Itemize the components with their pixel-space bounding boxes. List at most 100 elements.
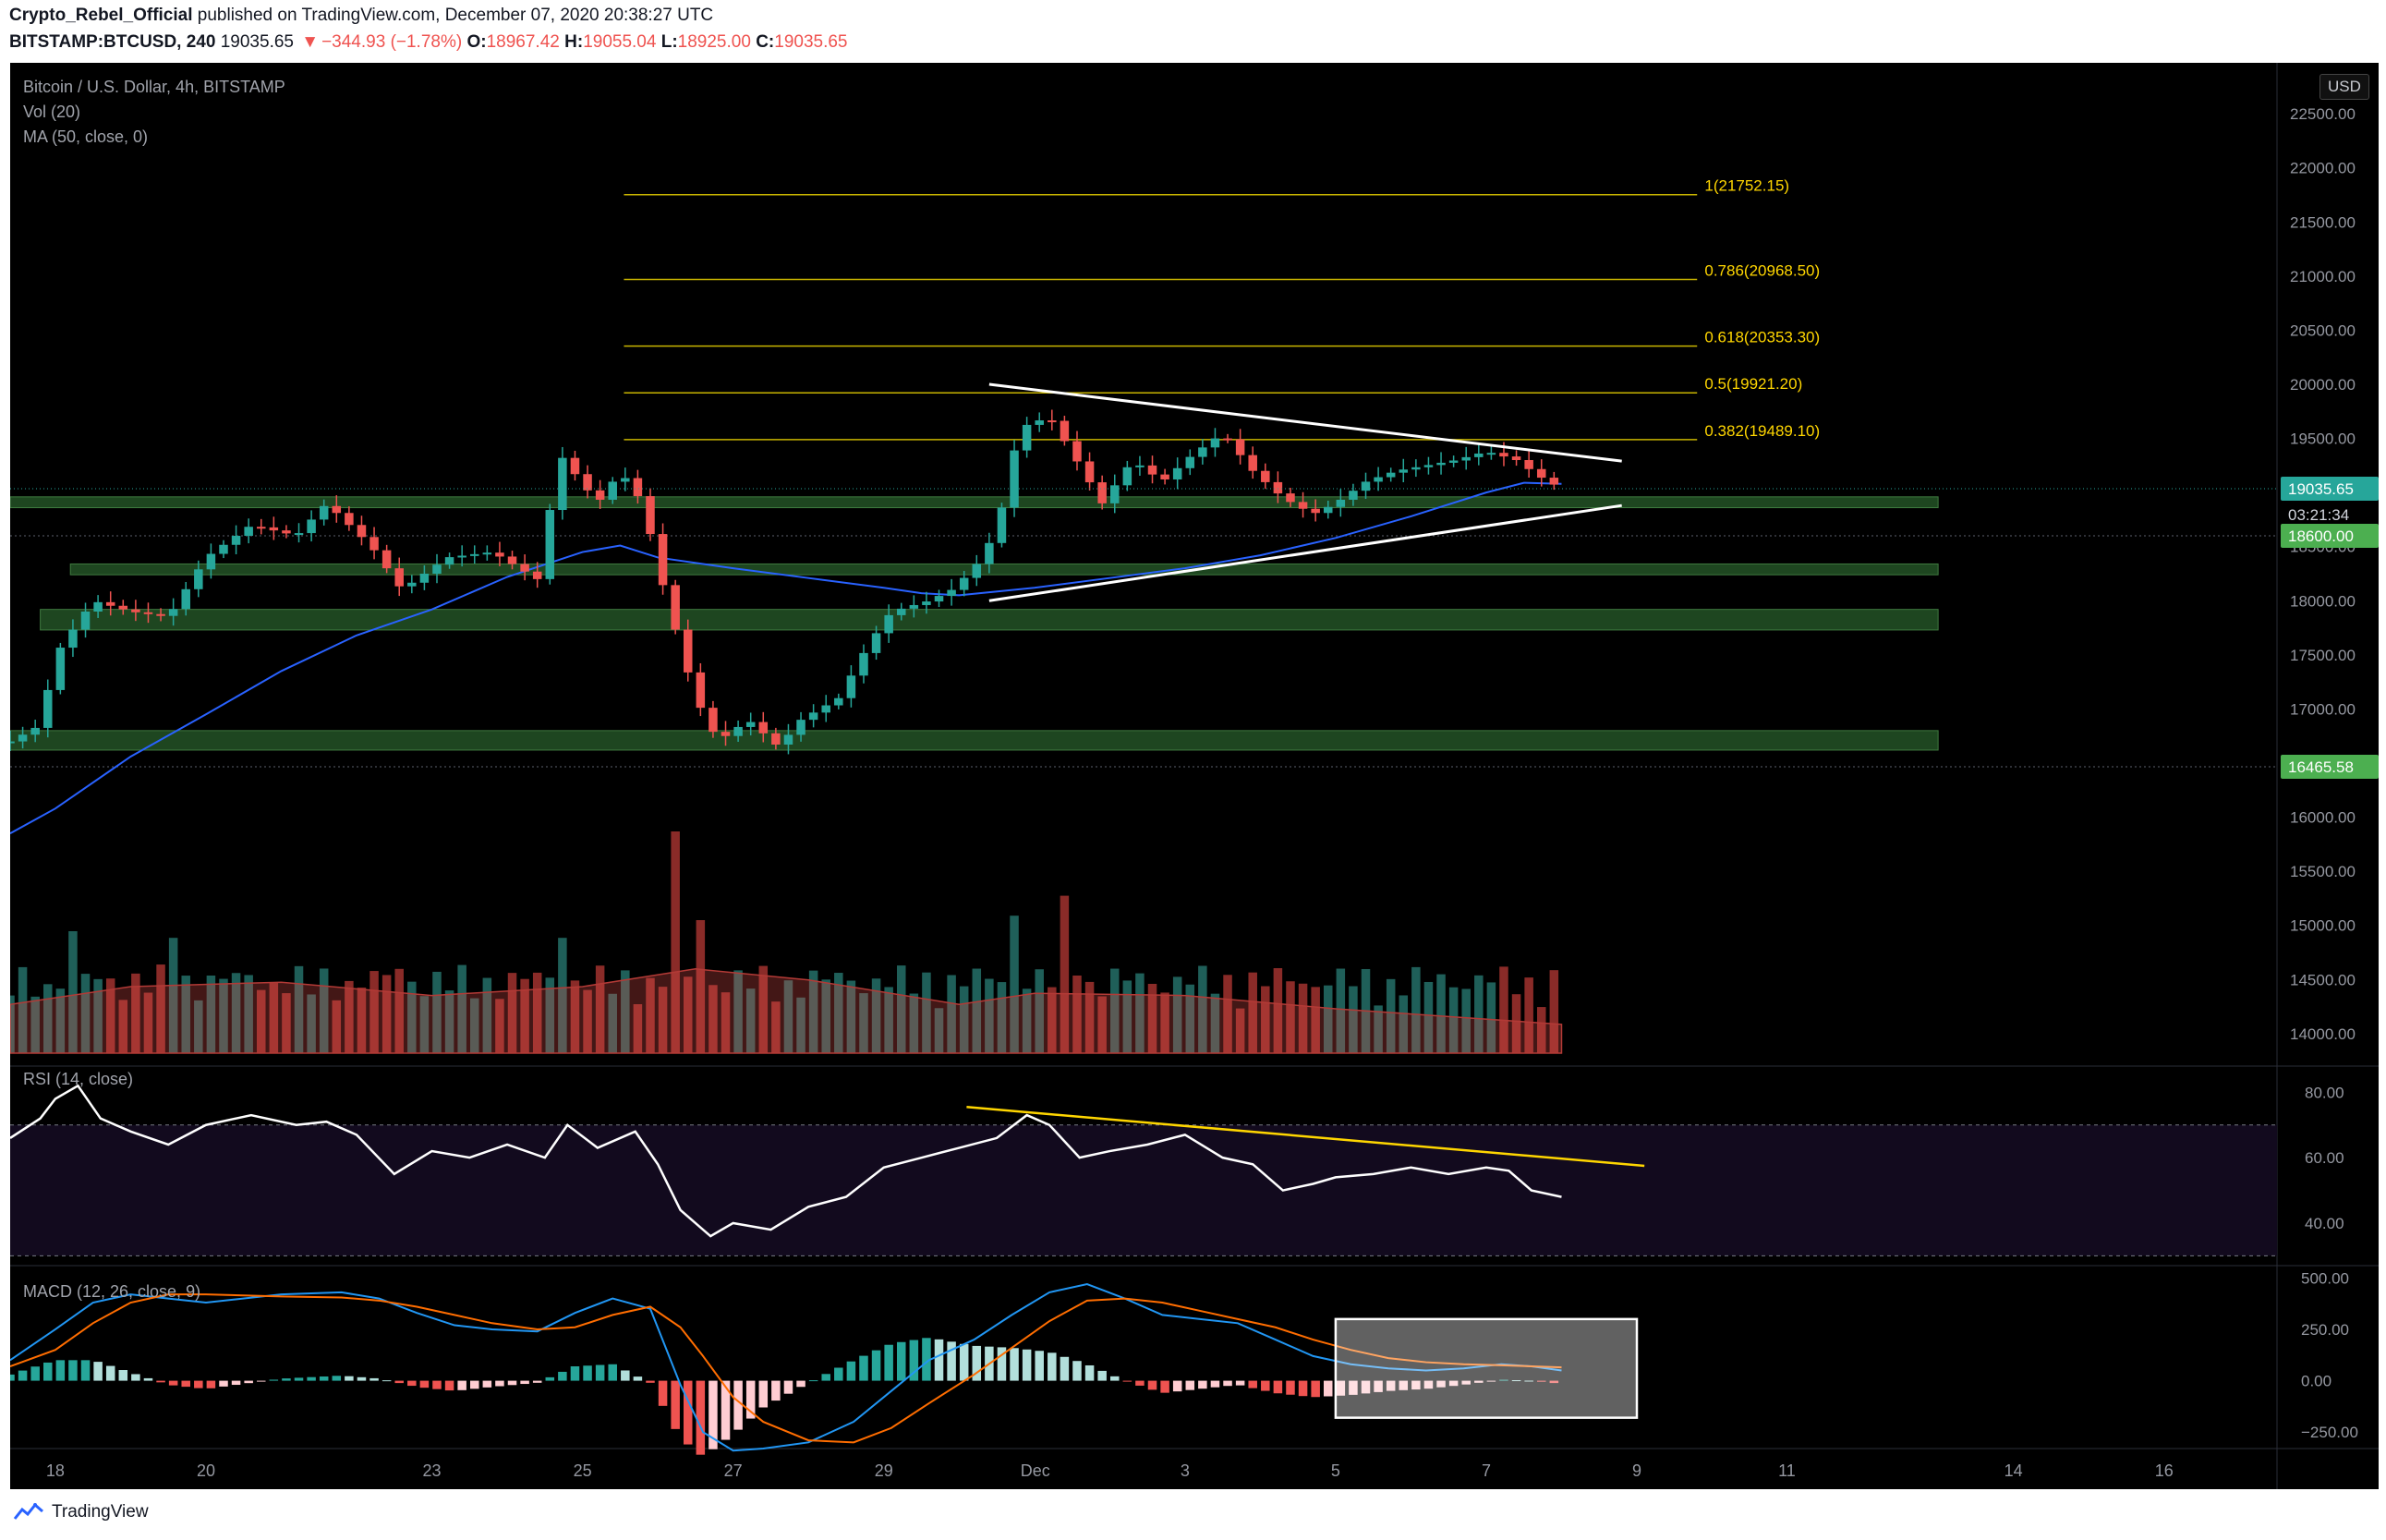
volume-bar bbox=[156, 964, 165, 1053]
level-16465-label: 16465.58 bbox=[2288, 758, 2354, 776]
macd-histogram-bar bbox=[972, 1345, 982, 1381]
volume-bar bbox=[231, 973, 241, 1053]
volume-bar bbox=[18, 966, 28, 1053]
volume-bar bbox=[345, 980, 354, 1053]
rsi-legend[interactable]: RSI (14, close) bbox=[23, 1070, 134, 1088]
candle-body bbox=[846, 675, 856, 698]
volume-bar bbox=[1486, 982, 1496, 1053]
macd-histogram-bar bbox=[621, 1370, 630, 1381]
macd-histogram-bar bbox=[545, 1376, 555, 1381]
candle-body bbox=[1499, 453, 1508, 457]
candle-body bbox=[633, 478, 643, 497]
rsi-tick-label: 80.00 bbox=[2305, 1084, 2344, 1101]
candle-body bbox=[1298, 502, 1308, 509]
volume-bar bbox=[1499, 966, 1508, 1053]
support-zone bbox=[69, 563, 1939, 576]
macd-histogram-bar bbox=[1261, 1380, 1270, 1391]
volume-bar bbox=[482, 977, 492, 1053]
macd-histogram-bar bbox=[507, 1380, 517, 1386]
candle-body bbox=[1235, 439, 1245, 455]
volume-bar bbox=[1436, 974, 1446, 1053]
main-legend[interactable]: Bitcoin / U.S. Dollar, 4h, BITSTAMP bbox=[23, 78, 285, 96]
macd-legend[interactable]: MACD (12, 26, close, 9) bbox=[23, 1282, 201, 1301]
volume-legend[interactable]: Vol (20) bbox=[23, 103, 81, 121]
countdown-label: 03:21:34 bbox=[2288, 506, 2349, 524]
macd-histogram-bar bbox=[1172, 1380, 1182, 1392]
candle-body bbox=[80, 612, 91, 630]
volume-bar bbox=[1524, 977, 1533, 1053]
price-change: −344.93 (−1.78%) bbox=[321, 32, 463, 52]
ma-legend[interactable]: MA (50, close, 0) bbox=[23, 127, 149, 146]
chart-area[interactable]: 22500.00 22000.00 21500.00 21000.00 20500.00… bbox=[10, 63, 2379, 1489]
macd-histogram-bar bbox=[1109, 1376, 1120, 1381]
macd-histogram-bar bbox=[671, 1380, 680, 1429]
macd-histogram-bar bbox=[181, 1380, 190, 1388]
candle-body bbox=[55, 648, 66, 690]
macd-histogram-bar bbox=[658, 1380, 668, 1406]
price-tick-label: 16000.00 bbox=[2290, 809, 2356, 827]
chart-canvas[interactable]: 22500.0022000.0021500.0021000.0020500.00… bbox=[10, 63, 2379, 1489]
price-tick-label: 18000.00 bbox=[2290, 592, 2356, 610]
candle-body bbox=[457, 555, 466, 558]
author-name[interactable]: Crypto_Rebel_Official bbox=[9, 6, 193, 25]
support-zone bbox=[10, 730, 1939, 751]
volume-bar bbox=[432, 971, 442, 1053]
volume-bar bbox=[621, 970, 630, 1053]
trendline bbox=[988, 382, 1622, 463]
candle-body bbox=[558, 457, 567, 511]
price-tick-label: 17000.00 bbox=[2290, 700, 2356, 718]
rsi-tick-label: 60.00 bbox=[2305, 1149, 2344, 1167]
macd-histogram-bar bbox=[1474, 1380, 1484, 1383]
volume-bar bbox=[871, 978, 881, 1053]
volume-bar bbox=[1323, 985, 1333, 1053]
signal-line bbox=[10, 1293, 1562, 1444]
time-tick-label: 16 bbox=[2155, 1461, 2174, 1480]
candle-body bbox=[1135, 465, 1145, 467]
candle-body bbox=[43, 689, 53, 728]
macd-histogram-bar bbox=[859, 1355, 868, 1381]
candle-body bbox=[583, 474, 592, 491]
macd-histogram-bar bbox=[68, 1360, 78, 1381]
volume-bar bbox=[1060, 895, 1070, 1053]
close-label: C: bbox=[756, 32, 775, 52]
volume-bar bbox=[143, 992, 153, 1053]
macd-highlight-box bbox=[1334, 1317, 1639, 1419]
volume-bar bbox=[1336, 968, 1346, 1053]
macd-histogram-bar bbox=[896, 1341, 906, 1381]
macd-histogram-bar bbox=[282, 1378, 291, 1381]
candle-body bbox=[1336, 499, 1346, 507]
volume-bar bbox=[357, 987, 367, 1053]
time-tick-label: 20 bbox=[197, 1461, 215, 1480]
symbol-label[interactable]: BITSTAMP:BTCUSD, 240 bbox=[9, 32, 216, 52]
macd-histogram-bar bbox=[43, 1362, 53, 1381]
volume-bar bbox=[1109, 968, 1120, 1053]
volume-bar bbox=[307, 994, 316, 1053]
volume-bar bbox=[244, 975, 253, 1053]
tradingview-brand[interactable]: TradingView bbox=[13, 1502, 149, 1522]
volume-bar bbox=[93, 978, 103, 1053]
volume-bar bbox=[696, 920, 706, 1053]
time-tick-label: 14 bbox=[2004, 1461, 2023, 1480]
macd-histogram-bar bbox=[871, 1350, 881, 1381]
volume-bar bbox=[1374, 1005, 1383, 1053]
volume-bar bbox=[922, 972, 931, 1053]
candle-body bbox=[482, 552, 492, 555]
macd-tick-label: 500.00 bbox=[2301, 1269, 2349, 1287]
currency-button[interactable]: USD bbox=[2319, 74, 2369, 100]
candle-body bbox=[859, 652, 868, 676]
volume-bar bbox=[10, 995, 15, 1053]
candle-body bbox=[507, 556, 517, 564]
candle-body bbox=[319, 505, 329, 520]
volume-bar bbox=[570, 980, 580, 1053]
macd-histogram-bar bbox=[93, 1362, 103, 1381]
candle-body bbox=[1084, 461, 1095, 483]
volume-bar bbox=[896, 965, 906, 1053]
fib-level-label: 1(21752.15) bbox=[1704, 177, 1789, 195]
volume-bar bbox=[1198, 965, 1207, 1053]
macd-histogram-bar bbox=[834, 1367, 843, 1381]
macd-histogram-bar bbox=[1436, 1380, 1446, 1388]
macd-histogram-bar bbox=[721, 1380, 731, 1440]
macd-histogram-bar bbox=[1399, 1380, 1409, 1390]
candle-body bbox=[444, 557, 454, 565]
volume-bar bbox=[369, 971, 379, 1053]
